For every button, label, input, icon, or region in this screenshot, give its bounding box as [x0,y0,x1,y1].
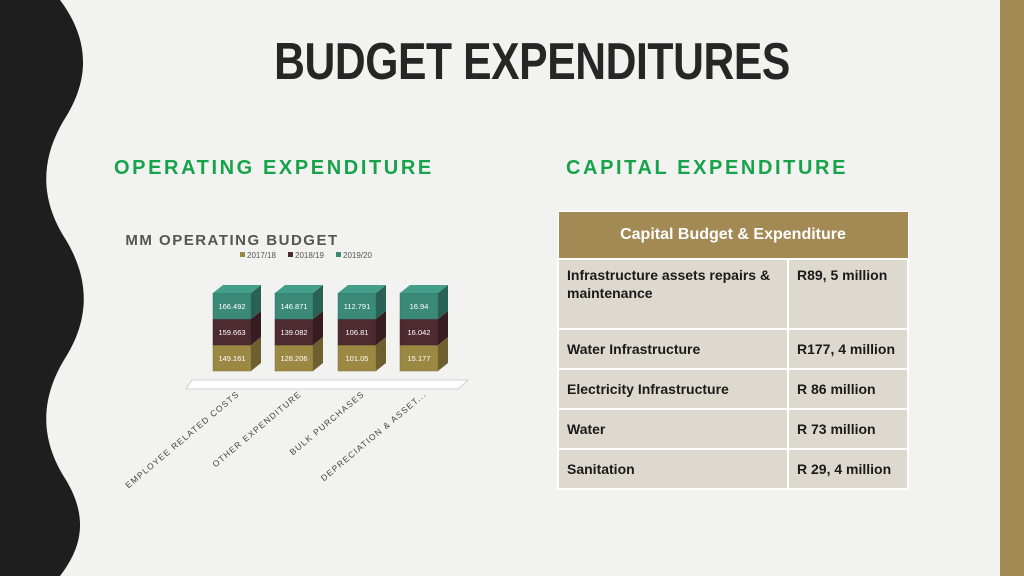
data-label: 149.161 [218,354,245,363]
bar-side [438,311,448,345]
data-label: 146.871 [280,302,307,311]
capital-expenditure-heading: CAPITAL EXPENDITURE [566,157,849,179]
bar-segment [212,318,252,346]
bar-top [338,285,386,293]
capital-item: Sanitation [557,448,789,490]
bar-side [251,285,261,319]
table-row: Water Infrastructure R177, 4 million [557,328,909,370]
bar-segment [212,292,252,320]
capital-amount: R 86 million [787,368,909,410]
capital-table-header: Capital Budget & Expenditure [557,211,909,260]
capital-amount: R177, 4 million [787,328,909,370]
bar-segment [337,318,377,346]
bar-side [313,337,323,371]
data-label: 128.206 [280,354,307,363]
legend-label: 2019/20 [343,251,372,260]
bar-top [400,285,448,293]
bar-segment [274,292,314,320]
bar-side [438,285,448,319]
legend-label: 2017/18 [247,251,276,260]
legend-label: 2018/19 [295,251,324,260]
operating-budget-chart: MM OPERATING BUDGET 2017/18 2018/19 2019/20… [123,232,470,490]
table-row: Sanitation R 29, 4 million [557,448,909,490]
page-title: BUDGET EXPENDITURES [274,33,790,91]
data-label: 16.042 [408,328,431,337]
bar-side [438,337,448,371]
data-label: 112.791 [344,302,371,311]
category-label: DEPRECIATION & ASSET... [319,389,429,483]
bar-side [376,311,386,345]
capital-item: Electricity Infrastructure [557,368,789,410]
bar-segment [212,344,252,372]
data-label: 101.05 [346,354,369,363]
data-label: 159.663 [218,328,245,337]
capital-item: Water [557,408,789,450]
bar-side [376,285,386,319]
table-row: Water R 73 million [557,408,909,450]
left-wavy-decoration [0,0,84,576]
data-label: 15.177 [408,354,431,363]
bar-top [275,285,323,293]
right-accent-bar [1000,0,1024,576]
capital-amount: R89, 5 million [787,258,909,330]
category-label: EMPLOYEE RELATED COSTS [123,389,241,490]
bar-segment [399,344,439,372]
bar-segment [399,292,439,320]
data-label: 166.492 [218,302,245,311]
chart-floor [185,379,470,390]
chart-title: MM OPERATING BUDGET [125,232,338,249]
capital-amount: R 73 million [787,408,909,450]
table-row: Infrastructure assets repairs & maintena… [557,258,909,330]
capital-budget-table: Capital Budget & Expenditure Infrastruct… [557,211,909,490]
data-label: 139.082 [280,328,307,337]
bar-side [251,311,261,345]
capital-amount: R 29, 4 million [787,448,909,490]
data-label: 106.81 [346,328,369,337]
bar-side [313,285,323,319]
bar-side [376,337,386,371]
legend-swatch [240,252,245,257]
capital-item: Infrastructure assets repairs & maintena… [557,258,789,330]
bar-side [313,311,323,345]
data-label: 16.94 [410,302,429,311]
operating-expenditure-heading: OPERATING EXPENDITURE [114,157,434,179]
bar-side [251,337,261,371]
bar-top [213,285,261,293]
bar-segment [274,318,314,346]
bar-segment [337,292,377,320]
legend-swatch [288,252,293,257]
table-row: Electricity Infrastructure R 86 million [557,368,909,410]
legend-swatch [336,252,341,257]
capital-item: Water Infrastructure [557,328,789,370]
